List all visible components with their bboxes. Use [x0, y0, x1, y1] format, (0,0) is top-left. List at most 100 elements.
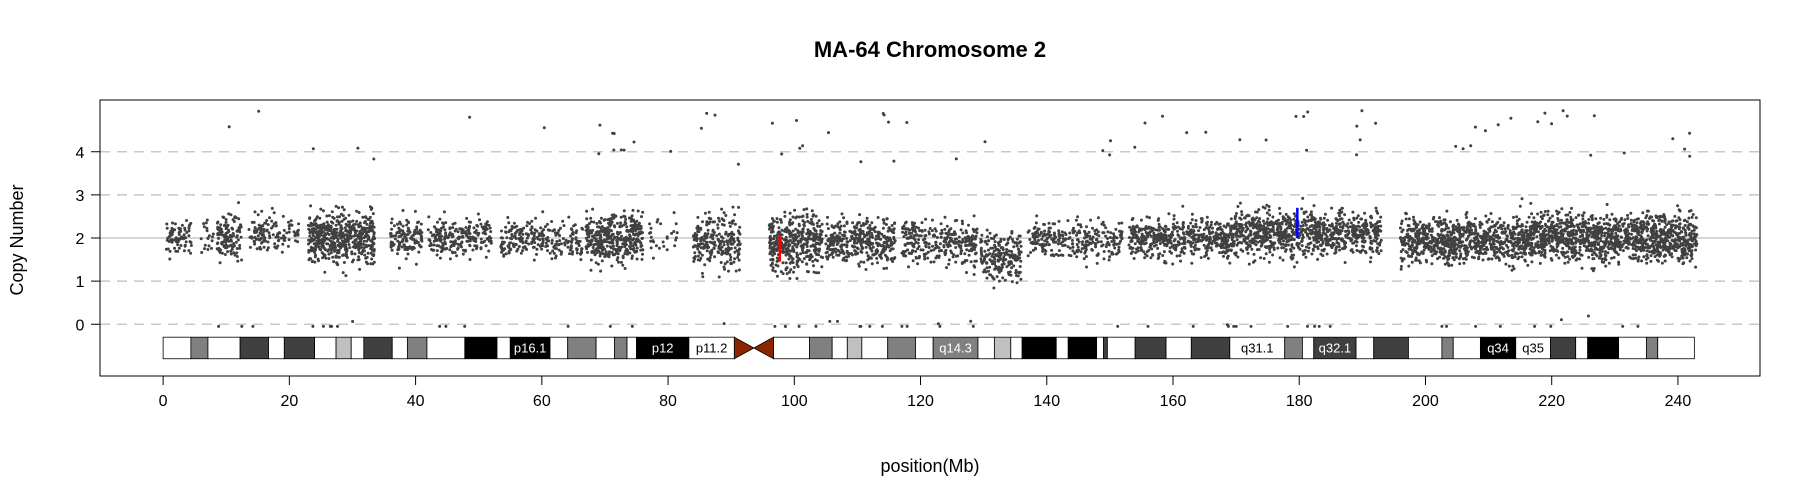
data-point	[1321, 254, 1325, 258]
data-point	[232, 251, 236, 255]
data-point	[555, 247, 558, 251]
data-point	[805, 232, 809, 236]
data-point	[1311, 230, 1315, 234]
data-point	[455, 254, 459, 258]
data-point	[992, 249, 996, 253]
data-point	[902, 235, 906, 239]
data-point	[784, 247, 788, 251]
data-point	[471, 248, 475, 252]
data-point	[907, 232, 911, 235]
data-point	[934, 256, 938, 260]
data-point	[314, 236, 318, 240]
data-point	[344, 274, 348, 278]
data-point	[1018, 253, 1021, 257]
data-point	[927, 230, 931, 234]
data-point	[562, 224, 566, 228]
data-point	[882, 113, 886, 117]
data-point	[319, 241, 323, 245]
data-point	[417, 250, 421, 254]
data-point	[1245, 225, 1248, 229]
data-point	[1363, 211, 1367, 215]
data-point	[358, 246, 362, 250]
data-point	[641, 252, 644, 256]
data-point	[1046, 232, 1049, 236]
data-point	[1080, 247, 1084, 251]
data-point	[568, 252, 571, 256]
data-point	[948, 244, 952, 248]
data-point	[1069, 254, 1073, 258]
data-point	[729, 255, 733, 259]
data-point	[798, 258, 802, 262]
data-point	[168, 249, 172, 253]
data-point	[826, 215, 829, 219]
data-point	[1164, 261, 1168, 265]
data-point	[250, 236, 254, 240]
data-point	[546, 249, 549, 253]
data-point	[1374, 206, 1378, 210]
data-point	[1111, 252, 1115, 256]
data-point	[329, 248, 333, 252]
data-point	[769, 230, 773, 234]
data-point	[1085, 225, 1088, 229]
data-point	[734, 269, 738, 273]
data-point	[346, 229, 350, 233]
data-point	[1292, 253, 1296, 257]
data-point	[336, 244, 340, 247]
data-point	[460, 240, 464, 244]
data-point	[436, 238, 440, 242]
data-point	[504, 230, 508, 234]
data-point	[1205, 221, 1209, 225]
data-point	[1015, 244, 1019, 248]
data-point	[780, 228, 784, 232]
data-point	[272, 211, 276, 215]
data-point	[992, 277, 996, 281]
data-point	[1257, 248, 1261, 251]
data-point	[988, 258, 992, 262]
data-point	[1156, 246, 1160, 250]
data-point	[903, 243, 907, 247]
data-point	[717, 275, 721, 279]
data-point	[904, 233, 908, 237]
data-point	[260, 209, 264, 213]
data-point	[346, 240, 350, 243]
data-point	[406, 246, 410, 250]
data-point	[730, 230, 734, 234]
data-point	[1247, 214, 1251, 218]
data-point	[532, 234, 536, 238]
data-point	[334, 255, 338, 259]
data-point	[362, 239, 366, 243]
data-point	[696, 215, 700, 219]
data-point	[632, 247, 636, 250]
data-point	[448, 231, 452, 235]
data-point	[1186, 240, 1190, 244]
data-point	[1015, 274, 1018, 278]
data-point	[656, 218, 660, 222]
data-point	[1290, 245, 1294, 248]
data-point	[950, 233, 954, 236]
data-point	[585, 232, 589, 236]
data-point	[917, 245, 921, 248]
data-point	[1278, 235, 1282, 239]
data-point	[266, 223, 270, 227]
data-point	[1216, 227, 1220, 230]
data-point	[1343, 213, 1347, 217]
data-point	[512, 221, 516, 225]
data-point	[1176, 225, 1180, 229]
data-point	[313, 260, 317, 264]
data-point	[344, 244, 348, 248]
data-point	[335, 251, 339, 255]
data-point	[1109, 139, 1112, 143]
data-point	[1015, 257, 1019, 261]
data-point	[401, 209, 405, 212]
data-point	[843, 234, 847, 238]
data-point	[988, 265, 992, 269]
data-point	[887, 120, 890, 124]
data-point	[1334, 221, 1338, 225]
data-point	[1000, 246, 1004, 250]
data-point	[1278, 212, 1282, 215]
data-point	[342, 235, 346, 239]
data-point	[651, 239, 655, 243]
data-point	[612, 224, 616, 228]
data-point	[983, 140, 987, 144]
data-point	[964, 229, 968, 233]
